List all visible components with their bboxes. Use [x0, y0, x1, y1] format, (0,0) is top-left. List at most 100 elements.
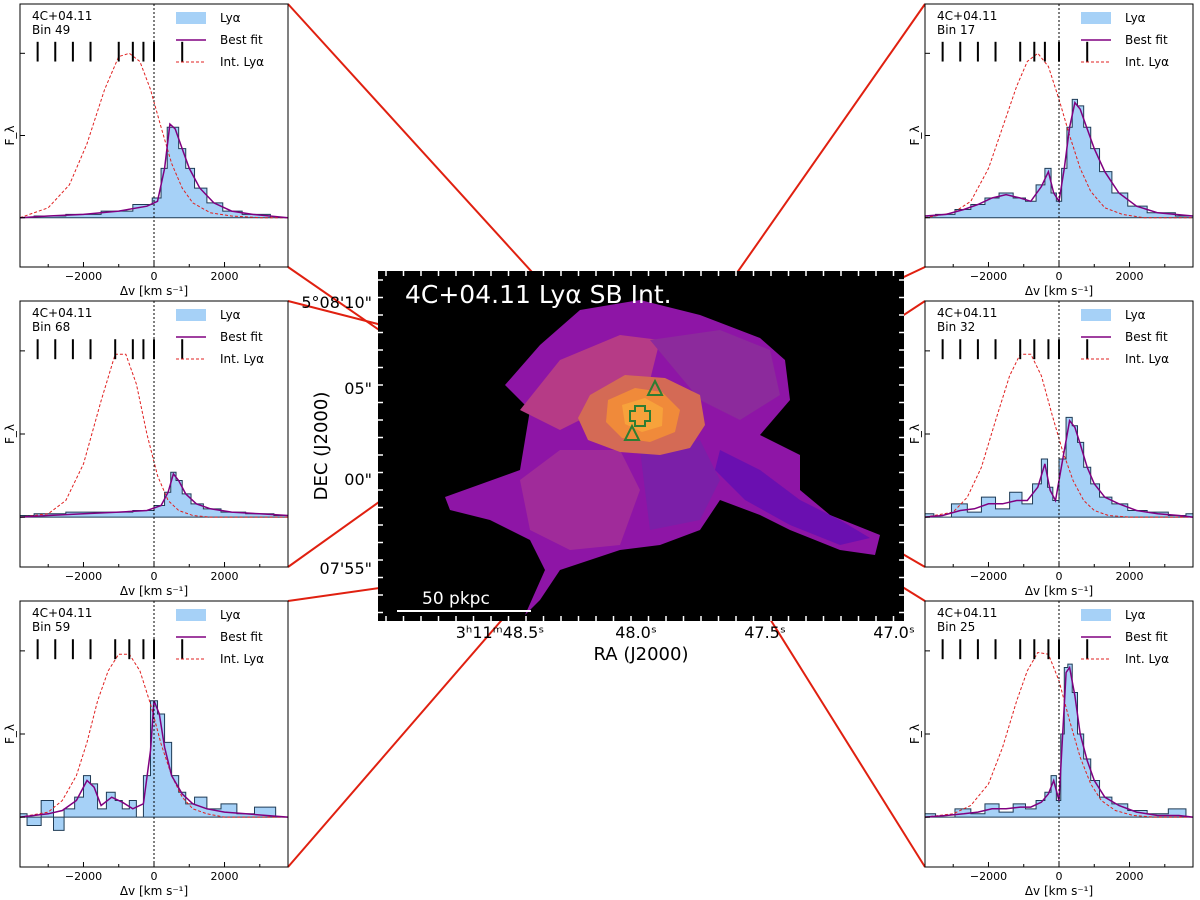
panel-bin-label: Bin 17 — [937, 23, 975, 37]
plot-area — [925, 601, 1193, 867]
nebula-bins — [445, 300, 880, 615]
best-fit-line — [20, 700, 288, 818]
legend-label-lya: Lyα — [1125, 308, 1146, 322]
x-tick-label: 0 — [151, 870, 158, 883]
nebula-bin — [640, 440, 720, 530]
panel-bin-label: Bin 32 — [937, 320, 975, 334]
legend-label-lya: Lyα — [220, 308, 241, 322]
panel-source-label: 4C+04.11 — [32, 606, 92, 620]
x-tick-label: 0 — [151, 270, 158, 283]
x-axis-label: Δv [km s⁻¹] — [120, 884, 188, 898]
map-y-tick-label: 00" — [344, 470, 372, 489]
x-tick-label: −2000 — [65, 570, 102, 583]
int-lya-profile — [925, 651, 1193, 818]
legend-label-int-lya: Int. Lyα — [1125, 55, 1169, 69]
map-x-tick-label: 47.5ˢ — [744, 623, 786, 642]
x-tick-label: 2000 — [1116, 270, 1144, 283]
legend-swatch-lya — [176, 12, 206, 24]
int-lya-profile — [20, 353, 288, 518]
map-x-tick-label: 47.0ˢ — [873, 623, 915, 642]
panel-source-label: 4C+04.11 — [937, 9, 997, 23]
map-x-tick-label: 48.0ˢ — [615, 623, 657, 642]
x-tick-label: 2000 — [211, 870, 239, 883]
lya-spectrum — [20, 126, 288, 219]
best-fit-line — [20, 122, 288, 219]
best-fit-line — [925, 418, 1193, 518]
panel-source-label: 4C+04.11 — [937, 606, 997, 620]
legend-label-lya: Lyα — [1125, 11, 1146, 25]
plot-area — [925, 301, 1193, 567]
map-y-axis-label: DEC (J2000) — [311, 392, 332, 501]
legend-swatch-lya — [176, 309, 206, 321]
x-tick-label: 2000 — [211, 270, 239, 283]
map-y-tick-label: 5°08'10" — [301, 293, 372, 312]
legend-label-int-lya: Int. Lyα — [220, 652, 264, 666]
legend-label-int-lya: Int. Lyα — [1125, 352, 1169, 366]
panel-bin-label: Bin 59 — [32, 620, 70, 634]
map-y-tick-label: 07'55" — [320, 559, 372, 578]
x-tick-label: 0 — [1056, 570, 1063, 583]
y-axis-label: F_λ — [3, 724, 17, 744]
plot-area — [20, 4, 288, 267]
panel-source-label: 4C+04.11 — [32, 306, 92, 320]
map-y-tick-label: 05" — [344, 379, 372, 398]
int-lya-profile — [20, 52, 288, 219]
x-axis-label: Δv [km s⁻¹] — [120, 284, 188, 298]
y-axis-label: F_λ — [3, 424, 17, 444]
panel-bin-label: Bin 25 — [937, 620, 975, 634]
legend-label-best-fit: Best fit — [220, 330, 263, 344]
nebula-bin — [520, 335, 660, 430]
legend-label-best-fit: Best fit — [1125, 630, 1168, 644]
y-axis-label: F_λ — [908, 724, 922, 744]
x-tick-label: −2000 — [970, 570, 1007, 583]
legend-swatch-lya — [1081, 309, 1111, 321]
map-ticks — [378, 271, 904, 621]
plot-area — [20, 601, 288, 867]
lya-spectrum — [925, 98, 1193, 219]
x-tick-label: 0 — [1056, 870, 1063, 883]
legend-label-lya: Lyα — [220, 11, 241, 25]
best-fit-line — [925, 665, 1193, 818]
y-axis-label: F_λ — [3, 125, 17, 145]
x-tick-label: −2000 — [970, 270, 1007, 283]
plot-area — [925, 4, 1193, 267]
int-lya-profile — [925, 353, 1193, 518]
map-x-axis-label: RA (J2000) — [594, 644, 689, 665]
legend-swatch-lya — [1081, 609, 1111, 621]
sb-map: 4C+04.11 Lyα SB Int. 50 pkpc 3ʰ11ᵐ48.5ˢ … — [301, 271, 915, 665]
nebula-bin — [650, 330, 780, 420]
x-axis-label: Δv [km s⁻¹] — [1025, 884, 1093, 898]
x-axis-label: Δv [km s⁻¹] — [1025, 584, 1093, 598]
legend-label-best-fit: Best fit — [1125, 33, 1168, 47]
plot-area — [20, 301, 288, 567]
panel-bin-label: Bin 49 — [32, 23, 70, 37]
nebula-bin — [520, 450, 640, 550]
panel-source-label: 4C+04.11 — [32, 9, 92, 23]
legend-label-lya: Lyα — [220, 608, 241, 622]
panel-source-label: 4C+04.11 — [937, 306, 997, 320]
x-tick-label: −2000 — [65, 870, 102, 883]
legend-label-lya: Lyα — [1125, 608, 1146, 622]
map-x-tick-label: 3ʰ11ᵐ48.5ˢ — [456, 623, 545, 642]
legend-swatch-lya — [1081, 12, 1111, 24]
nebula-tail — [715, 450, 870, 545]
legend-label-best-fit: Best fit — [220, 33, 263, 47]
x-tick-label: 0 — [1056, 270, 1063, 283]
triangle-marker — [646, 378, 664, 396]
int-lya-profile — [20, 653, 288, 818]
legend-label-int-lya: Int. Lyα — [1125, 652, 1169, 666]
map-markers — [623, 378, 664, 441]
legend-label-best-fit: Best fit — [1125, 330, 1168, 344]
x-axis-label: Δv [km s⁻¹] — [120, 584, 188, 598]
legend-label-best-fit: Best fit — [220, 630, 263, 644]
panel-bin-label: Bin 68 — [32, 320, 70, 334]
x-axis-label: Δv [km s⁻¹] — [1025, 284, 1093, 298]
x-tick-label: 0 — [151, 570, 158, 583]
